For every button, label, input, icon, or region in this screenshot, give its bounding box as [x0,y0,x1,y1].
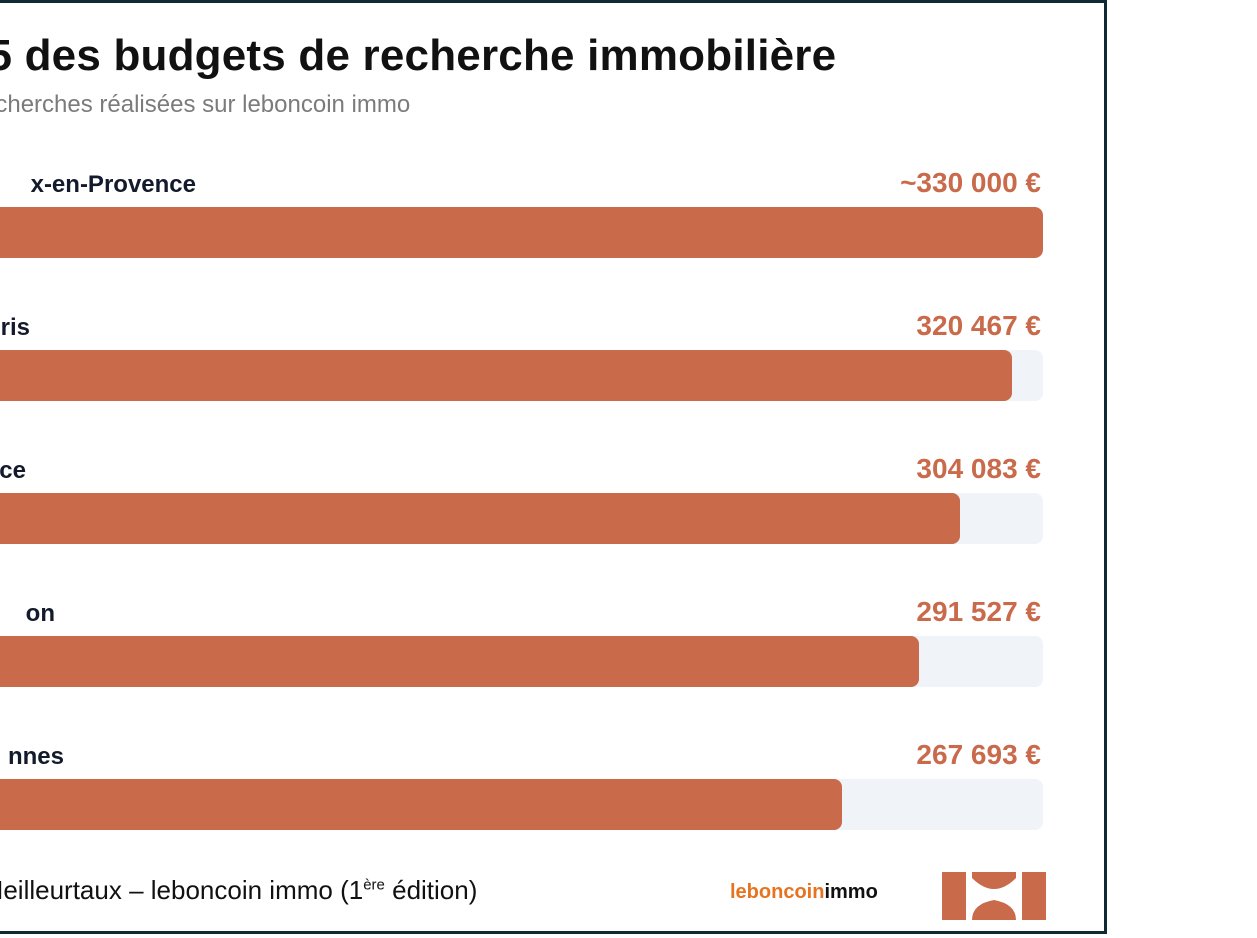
brand-immo: immo [824,881,878,903]
source-text-tail: édition) [384,875,478,905]
page-title: o 5 des budgets de recherche immobilière [0,31,837,80]
bar-row: ris 320 467 € [0,310,1104,434]
value-label: 267 693 € [916,739,1041,770]
bar-chart: x-en-Provence ~330 000 € ris 320 467 € ce 304… [0,3,1104,931]
brand-leboncoin: leboncoin [730,881,825,903]
source-superscript: ère [363,876,385,894]
value-label: 291 527 € [916,596,1041,627]
page-subtitle: echerches réalisées sur leboncoin immo [0,91,411,118]
bar-track [0,493,1043,544]
bar [0,493,960,544]
bar-track [0,779,1043,830]
category-label: nnes [7,743,64,770]
bar-track [0,350,1043,401]
bar-track [0,636,1043,687]
value-label: 304 083 € [916,453,1041,484]
bar [0,636,920,687]
bar-track [0,207,1043,258]
bar [0,207,1043,258]
category-label: x-en-Provence [30,171,196,198]
value-label: 320 467 € [916,310,1041,341]
category-label: on [25,600,55,627]
chart-frame: o 5 des budgets de recherche immobilière… [0,0,1107,934]
leboncoin-immo-logo: leboncoinimmo [730,881,878,904]
bar-row: ce 304 083 € [0,453,1104,577]
bar-row: nnes 267 693 € [0,739,1104,863]
category-label: ris [0,314,30,341]
value-label: ~330 000 € [900,167,1041,198]
category-label: ce [0,457,26,484]
bar [0,779,843,830]
source-text: e Meilleurtaux – leboncoin immo (1 [0,875,364,905]
bar [0,350,1013,401]
source-note: e Meilleurtaux – leboncoin immo (1ère éd… [0,875,477,906]
bar-row: on 291 527 € [0,596,1104,720]
bar-row: x-en-Provence ~330 000 € [0,167,1104,291]
meilleurtaux-logo-icon [942,872,1046,920]
